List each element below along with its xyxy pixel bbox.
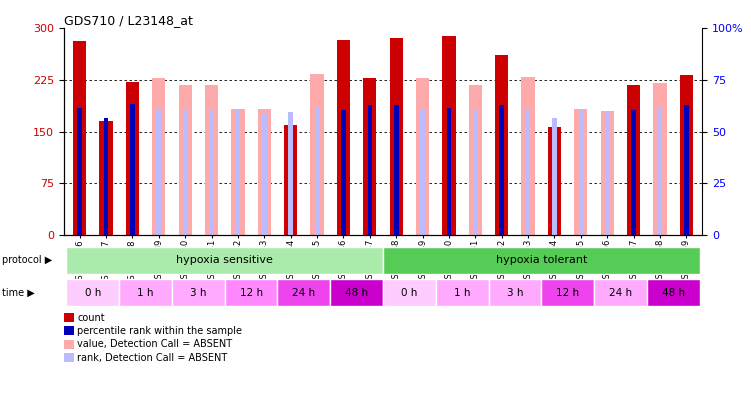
Bar (363, 78, 376, 235)
Text: 3 h: 3 h (190, 288, 207, 298)
Bar (680, 75, 693, 235)
Bar (447, 108, 451, 235)
Bar (341, 110, 345, 235)
Bar (594, 279, 647, 306)
Bar (473, 110, 478, 235)
Text: 24 h: 24 h (609, 288, 632, 298)
Bar (647, 279, 699, 306)
Bar (390, 38, 403, 235)
Text: percentile rank within the sample: percentile rank within the sample (77, 326, 243, 336)
Bar (367, 105, 372, 235)
Bar (521, 77, 535, 235)
Bar (77, 108, 82, 235)
Bar (130, 104, 134, 235)
Text: protocol ▶: protocol ▶ (2, 255, 52, 265)
Bar (632, 110, 636, 235)
Text: 0 h: 0 h (85, 288, 101, 298)
Bar (526, 110, 530, 235)
Text: time ▶: time ▶ (2, 288, 35, 298)
Text: 48 h: 48 h (662, 288, 685, 298)
Text: GDS710 / L23148_at: GDS710 / L23148_at (64, 14, 193, 27)
Bar (225, 279, 278, 306)
Bar (436, 279, 488, 306)
Bar (284, 125, 297, 235)
Bar (548, 127, 561, 235)
Bar (394, 105, 399, 235)
Text: 1 h: 1 h (137, 288, 154, 298)
Bar (119, 279, 172, 306)
Bar (601, 111, 614, 235)
Bar (73, 41, 86, 235)
Bar (236, 110, 240, 235)
Bar (156, 110, 161, 235)
Text: hypoxia sensitive: hypoxia sensitive (176, 255, 273, 265)
Bar (383, 247, 699, 274)
Bar (126, 82, 139, 235)
Text: 12 h: 12 h (556, 288, 579, 298)
Bar (152, 78, 165, 235)
Bar (416, 78, 429, 235)
Bar (495, 55, 508, 235)
Text: value, Detection Call = ABSENT: value, Detection Call = ABSENT (77, 339, 233, 349)
Bar (658, 108, 662, 235)
Bar (552, 118, 556, 235)
Bar (383, 279, 436, 306)
Text: 48 h: 48 h (345, 288, 368, 298)
Bar (442, 36, 456, 235)
Text: 24 h: 24 h (292, 288, 315, 298)
Text: hypoxia tolerant: hypoxia tolerant (496, 255, 587, 265)
Bar (288, 112, 293, 235)
Bar (179, 85, 192, 235)
Bar (684, 105, 689, 235)
Bar (182, 110, 188, 235)
Bar (578, 110, 584, 235)
Bar (337, 40, 350, 235)
Bar (67, 247, 383, 274)
Bar (499, 105, 504, 235)
Bar (210, 110, 214, 235)
Bar (99, 122, 113, 235)
Bar (262, 115, 267, 235)
Bar (205, 85, 218, 235)
Bar (104, 118, 108, 235)
Bar (488, 279, 541, 306)
Bar (541, 279, 594, 306)
Text: 0 h: 0 h (401, 288, 418, 298)
Bar (67, 279, 119, 306)
Bar (421, 110, 425, 235)
Bar (330, 279, 383, 306)
Bar (627, 85, 640, 235)
Bar (278, 279, 330, 306)
Bar (258, 109, 271, 235)
Bar (315, 108, 319, 235)
Bar (172, 279, 225, 306)
Bar (310, 75, 324, 235)
Text: rank, Detection Call = ABSENT: rank, Detection Call = ABSENT (77, 353, 228, 362)
Bar (469, 85, 482, 235)
Bar (653, 83, 667, 235)
Bar (231, 109, 245, 235)
Text: 3 h: 3 h (507, 288, 523, 298)
Text: 1 h: 1 h (454, 288, 470, 298)
Text: count: count (77, 313, 105, 322)
Bar (575, 109, 587, 235)
Bar (605, 112, 610, 235)
Text: 12 h: 12 h (240, 288, 263, 298)
